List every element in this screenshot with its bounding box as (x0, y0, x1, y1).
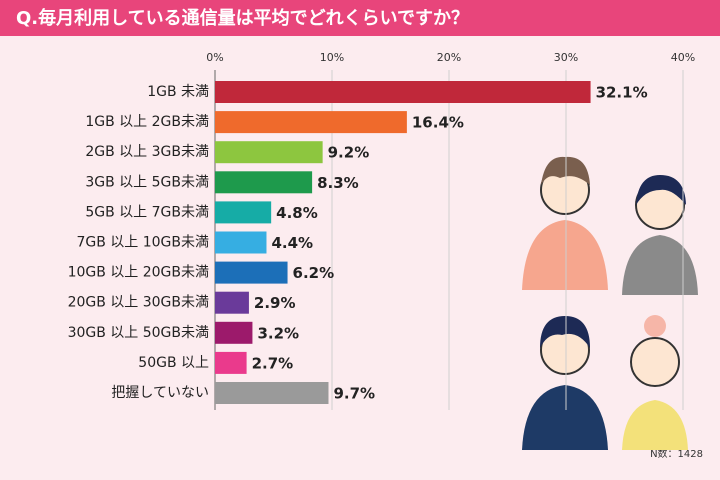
chart-title: Q.毎月利用している通信量は平均でどれくらいですか？ (16, 7, 469, 29)
bar (215, 291, 249, 314)
bar (215, 201, 272, 224)
value-label: 8.3% (317, 174, 359, 192)
y-tick-label: 把握していない (111, 385, 209, 401)
y-tick-label: 1GB 以上 2GB未満 (85, 114, 209, 130)
bar (215, 321, 253, 344)
y-tick-label: 20GB 以上 30GB未満 (68, 295, 209, 311)
value-label: 2.7% (252, 354, 294, 372)
value-label: 6.2% (293, 264, 335, 282)
y-tick-label: 1GB 未満 (147, 84, 209, 100)
x-tick-label: 30% (554, 51, 578, 64)
y-tick-label: 30GB 以上 50GB未満 (68, 325, 209, 341)
y-tick-label: 7GB 以上 10GB未満 (76, 235, 209, 251)
bar (215, 111, 407, 134)
bar (215, 261, 288, 284)
bar (215, 382, 329, 404)
value-label: 16.4% (412, 114, 464, 132)
x-tick-label: 10% (320, 51, 344, 64)
y-tick-label: 10GB 以上 20GB未満 (68, 265, 209, 281)
y-tick-label: 5GB 以上 7GB未満 (85, 204, 209, 220)
bar (215, 81, 591, 103)
value-label: 4.4% (271, 234, 313, 252)
bar (215, 231, 267, 254)
value-label: 32.1% (596, 84, 648, 102)
y-tick-label: 50GB 以上 (138, 355, 209, 371)
value-label: 9.2% (328, 144, 370, 162)
value-label: 3.2% (257, 324, 299, 342)
value-label: 4.8% (276, 204, 318, 222)
value-label: 9.7% (333, 385, 375, 403)
title-banner (0, 0, 720, 36)
x-tick-label: 20% (437, 51, 461, 64)
x-tick-label: 0% (206, 51, 223, 64)
x-tick-label: 40% (671, 51, 695, 64)
y-tick-label: 3GB 以上 5GB未満 (85, 174, 209, 190)
value-label: 2.9% (254, 294, 296, 312)
bar (215, 141, 323, 164)
bar (215, 171, 313, 194)
y-tick-label: 2GB 以上 3GB未満 (85, 144, 209, 160)
note: N数：1428 (650, 447, 703, 460)
bar (215, 351, 247, 374)
